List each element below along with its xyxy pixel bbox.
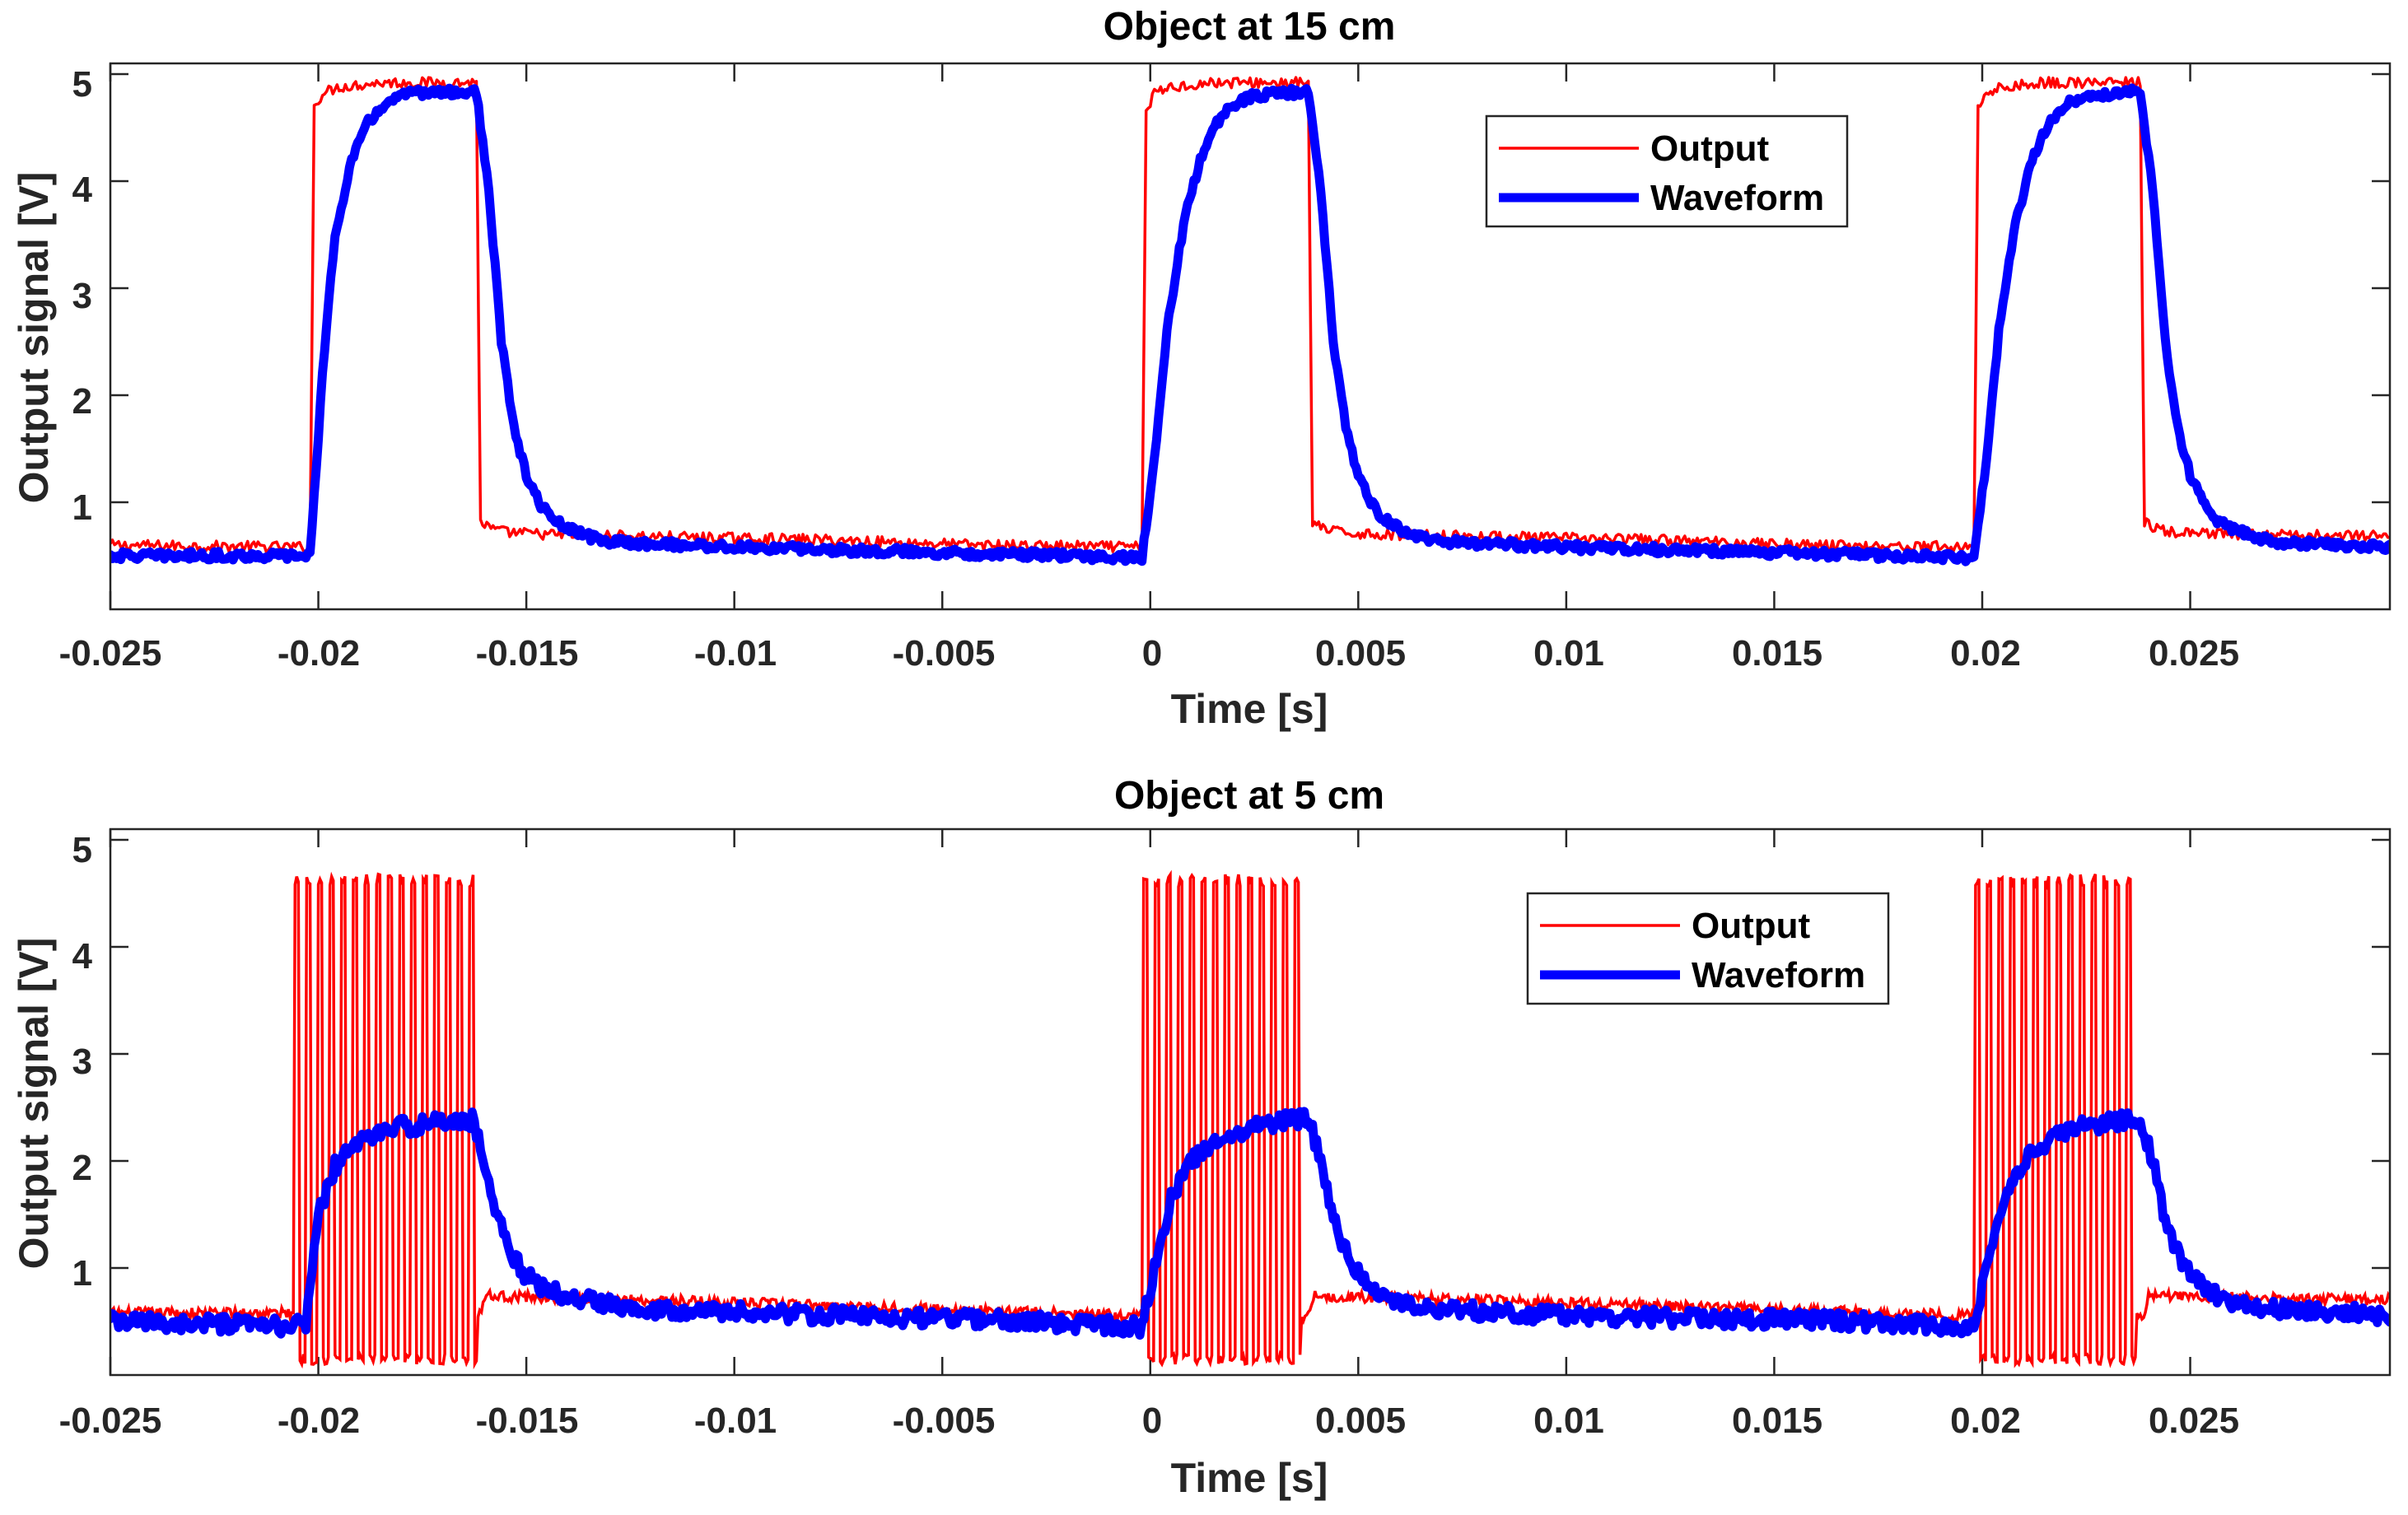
chart-2-ytick-label: 5: [72, 830, 92, 870]
chart-1-legend-waveform-label: Waveform: [1650, 178, 1824, 218]
chart-2-axes-box: [109, 827, 2392, 1377]
chart-2-legend: Output Waveform: [1526, 892, 1890, 1005]
chart-2-title: Object at 5 cm: [1114, 774, 1384, 818]
chart-1-xtick-marks: [109, 63, 2191, 609]
chart-1-xtick-label: -0.005: [893, 633, 996, 674]
chart-panel-2: Object at 5 cm -0.025 -0.02 -0.015 -0.01…: [11, 774, 2392, 1501]
chart-2-plot-area: [110, 869, 2390, 1370]
chart-2-legend-output-label: Output: [1692, 906, 1811, 946]
chart-2-xtick-label: 0: [1142, 1401, 1162, 1441]
chart-1-xtick-label: 0.015: [1732, 633, 1822, 674]
chart-1-xtick-label: 0.02: [1950, 633, 2021, 674]
chart-2-ytick-label: 2: [72, 1148, 92, 1188]
chart-1-ytick-label: 1: [72, 487, 92, 528]
chart-1-legend-output-label: Output: [1650, 128, 1770, 169]
chart-1-ytick-label: 5: [72, 64, 92, 105]
chart-2-series-waveform-line: [110, 1107, 2390, 1340]
chart-2-xtick-label: -0.015: [476, 1401, 579, 1441]
chart-1-series-output-line: [110, 76, 2390, 554]
chart-2-xtick-label: 0.025: [2149, 1401, 2239, 1441]
chart-2-legend-waveform-label: Waveform: [1692, 955, 1865, 995]
chart-1-xtick-label: 0: [1142, 633, 1162, 674]
chart-2-xtick-label: -0.01: [694, 1401, 777, 1441]
chart-1-ytick-labels: 1 2 3 4 5: [72, 64, 93, 528]
chart-1-ytick-label: 4: [72, 170, 93, 210]
chart-2-xtick-label: -0.005: [893, 1401, 996, 1441]
chart-2-xlabel: Time [s]: [1171, 1455, 1328, 1501]
chart-1-xtick-label: 0.01: [1533, 633, 1604, 674]
chart-2-xtick-label: -0.02: [278, 1401, 360, 1441]
chart-1-title: Object at 15 cm: [1104, 5, 1396, 49]
chart-2-ylabel: Output signal [V]: [11, 938, 57, 1270]
chart-1-axes-box: [109, 62, 2392, 611]
chart-1-ylabel: Output signal [V]: [11, 172, 57, 504]
chart-2-legend-box: [1526, 892, 1890, 1005]
chart-2-ytick-label: 4: [72, 936, 93, 977]
chart-1-xtick-labels: -0.025 -0.02 -0.015 -0.01 -0.005 0 0.005…: [59, 633, 2239, 674]
chart-1-legend-box: [1485, 114, 1849, 228]
chart-2-ytick-label: 3: [72, 1042, 92, 1082]
chart-1-xlabel: Time [s]: [1171, 686, 1328, 732]
chart-2-ytick-label: 1: [72, 1253, 92, 1294]
chart-2-xtick-label: -0.025: [59, 1401, 162, 1441]
chart-1-ytick-label: 2: [72, 381, 92, 422]
chart-2-ytick-marks: [110, 838, 2390, 1270]
chart-1-xtick-label: -0.025: [59, 633, 162, 674]
chart-1-xtick-label: -0.01: [694, 633, 777, 674]
chart-2-ytick-labels: 1 2 3 4 5: [72, 830, 93, 1294]
chart-1-legend: Output Waveform: [1485, 114, 1849, 228]
chart-2-series-output-line: [110, 869, 2390, 1370]
chart-2-xtick-label: 0.005: [1315, 1401, 1406, 1441]
chart-1-xtick-label: 0.005: [1315, 633, 1406, 674]
chart-2-xtick-label: 0.01: [1533, 1401, 1604, 1441]
chart-1-xtick-label: -0.02: [278, 633, 360, 674]
chart-1-plot-area: [110, 76, 2390, 566]
chart-1-ytick-label: 3: [72, 276, 92, 316]
chart-1-series-waveform-line: [110, 83, 2390, 566]
chart-2-xtick-label: 0.02: [1950, 1401, 2021, 1441]
chart-2-xtick-label: 0.015: [1732, 1401, 1822, 1441]
chart-2-xtick-labels: -0.025 -0.02 -0.015 -0.01 -0.005 0 0.005…: [59, 1401, 2239, 1441]
chart-panel-1: Object at 15 cm -0.025 -0.02 -0.015 -0.0…: [11, 5, 2392, 732]
chart-1-xtick-label: -0.015: [476, 633, 579, 674]
chart-1-ytick-marks: [110, 72, 2390, 504]
chart-1-xtick-label: 0.025: [2149, 633, 2239, 674]
